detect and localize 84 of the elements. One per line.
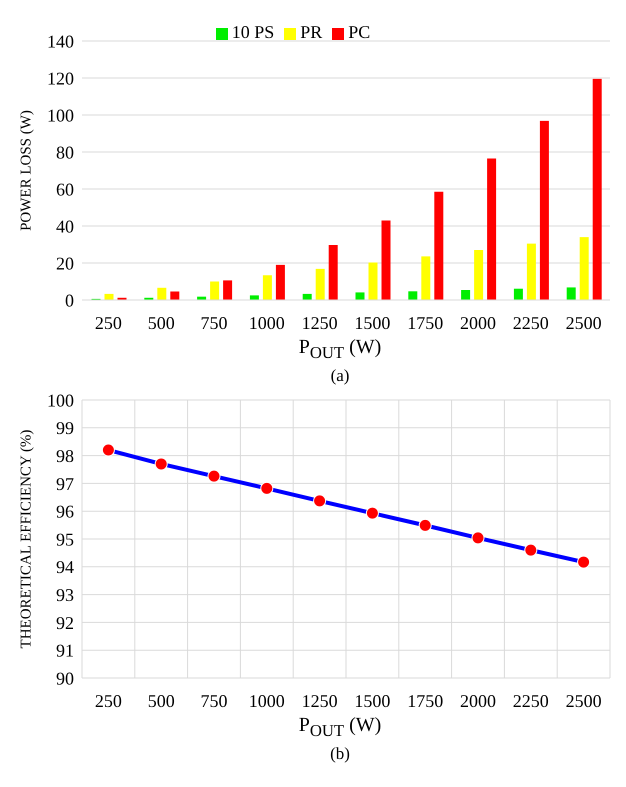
- bar: [170, 291, 180, 300]
- y-tick-label: 80: [56, 142, 74, 162]
- y-tick-label: 96: [56, 502, 74, 522]
- y-tick-label: 0: [65, 290, 74, 310]
- point: [366, 506, 379, 520]
- x-tick-label: 1500: [354, 312, 390, 333]
- y-tick-label: 94: [56, 557, 74, 578]
- bar: [328, 245, 338, 300]
- x-tick-label: 500: [148, 312, 175, 333]
- bar: [197, 296, 206, 300]
- point: [102, 444, 115, 457]
- bar: [276, 264, 285, 300]
- bar: [223, 280, 232, 300]
- bar: [514, 288, 523, 300]
- point: [208, 470, 220, 483]
- bar: [302, 294, 312, 300]
- x-tick-label: 1500: [354, 690, 390, 711]
- legend-label: 10 PS: [232, 22, 274, 42]
- x-tick-label: 1000: [248, 312, 285, 333]
- y-tick-label: 92: [56, 612, 74, 633]
- x-tick-label: 2500: [566, 690, 602, 711]
- y-axis-title: THEORETICAL EFFICIENCY (%): [18, 430, 34, 648]
- x-tick-label: 1250: [302, 312, 338, 333]
- y-tick-label: 95: [56, 529, 74, 550]
- y-tick-label: 140: [47, 31, 74, 52]
- x-tick-label: 750: [200, 690, 228, 711]
- bar: [157, 288, 166, 300]
- y-tick-label: 100: [47, 390, 74, 410]
- text: (b): [329, 743, 351, 765]
- y-tick-label: 120: [47, 68, 74, 88]
- bar: [382, 220, 391, 300]
- legend-label: PC: [348, 22, 370, 42]
- point: [154, 457, 168, 470]
- bar: [210, 282, 220, 300]
- bar: [104, 294, 114, 300]
- y-tick-label: 97: [56, 474, 74, 494]
- bar: [408, 291, 418, 300]
- point: [577, 556, 590, 569]
- bar: [356, 292, 365, 300]
- bar: [368, 262, 378, 300]
- x-axis-title: P$_{OUT}$ (W): [298, 714, 382, 742]
- x-tick-label: 2250: [512, 690, 549, 711]
- x-tick-label: 500: [148, 690, 175, 711]
- bar: [540, 120, 549, 300]
- bar: [434, 192, 444, 300]
- y-tick-label: 93: [56, 584, 74, 605]
- y-axis-title: POWER LOSS (W): [18, 110, 34, 231]
- x-tick-label: 1750: [407, 690, 444, 711]
- bar: [262, 275, 272, 300]
- bar: [566, 287, 576, 300]
- legend-label: PR: [300, 22, 322, 42]
- y-tick-label: 91: [56, 640, 74, 661]
- x-tick-label: 2000: [460, 312, 496, 333]
- bar: [592, 78, 602, 300]
- y-tick-label: 90: [56, 668, 74, 688]
- bar: [421, 256, 430, 300]
- bar: [316, 268, 325, 300]
- x-tick-label: 1250: [302, 690, 338, 711]
- x-tick-label: 250: [94, 690, 122, 711]
- bar: [461, 290, 470, 300]
- x-tick-label: 2000: [460, 690, 496, 711]
- bar: [526, 244, 536, 300]
- x-tick-label: 250: [94, 312, 122, 333]
- bar: [580, 237, 589, 300]
- y-tick-label: 99: [56, 418, 74, 438]
- point: [418, 518, 432, 532]
- point: [524, 544, 538, 557]
- y-tick-label: 40: [56, 216, 74, 236]
- y-tick-label: 98: [56, 446, 74, 466]
- x-tick-label: 2250: [512, 312, 549, 333]
- x-tick-label: 750: [200, 312, 228, 333]
- x-axis-title: P$_{OUT}$ (W): [298, 336, 382, 364]
- point: [472, 531, 484, 544]
- x-tick-label: 1750: [407, 312, 444, 333]
- point: [313, 494, 326, 508]
- y-tick-label: 100: [47, 105, 74, 126]
- point: [260, 482, 274, 495]
- y-tick-label: 20: [56, 253, 74, 274]
- x-tick-label: 2500: [566, 312, 602, 333]
- text: (a): [330, 365, 350, 387]
- bar: [487, 158, 496, 300]
- bar: [474, 250, 484, 300]
- y-tick-label: 60: [56, 179, 74, 200]
- x-tick-label: 1000: [248, 690, 285, 711]
